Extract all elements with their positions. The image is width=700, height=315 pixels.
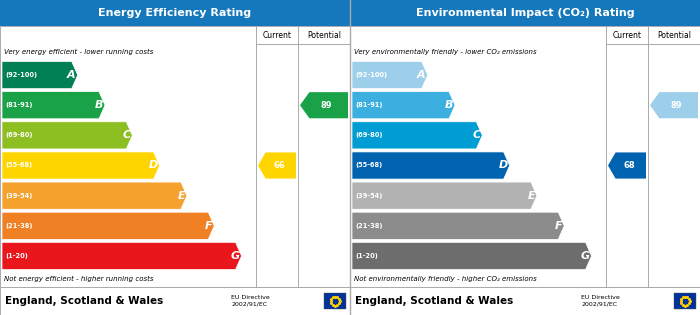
Text: EU Directive
2002/91/EC: EU Directive 2002/91/EC bbox=[581, 295, 620, 307]
Polygon shape bbox=[352, 61, 428, 89]
Text: Very energy efficient - lower running costs: Very energy efficient - lower running co… bbox=[4, 49, 153, 55]
Text: (55-68): (55-68) bbox=[355, 163, 382, 169]
Polygon shape bbox=[352, 152, 510, 179]
Text: B: B bbox=[444, 100, 453, 110]
Text: (81-91): (81-91) bbox=[5, 102, 32, 108]
Polygon shape bbox=[608, 152, 646, 179]
Bar bbox=[0, 287, 350, 315]
Bar bbox=[0, 0, 350, 26]
Polygon shape bbox=[352, 212, 564, 239]
Polygon shape bbox=[2, 212, 214, 239]
Text: Current: Current bbox=[262, 31, 291, 39]
Text: (92-100): (92-100) bbox=[355, 72, 387, 78]
Bar bbox=[350, 26, 700, 287]
Bar bbox=[350, 0, 700, 26]
Polygon shape bbox=[2, 92, 105, 119]
Text: EU Directive
2002/91/EC: EU Directive 2002/91/EC bbox=[231, 295, 270, 307]
Polygon shape bbox=[2, 61, 78, 89]
Polygon shape bbox=[352, 122, 482, 149]
Text: 66: 66 bbox=[273, 161, 285, 170]
Polygon shape bbox=[2, 182, 187, 209]
Text: (92-100): (92-100) bbox=[5, 72, 37, 78]
Text: England, Scotland & Wales: England, Scotland & Wales bbox=[5, 296, 163, 306]
Text: (69-80): (69-80) bbox=[355, 132, 382, 138]
Text: B: B bbox=[94, 100, 103, 110]
Polygon shape bbox=[2, 242, 241, 270]
Polygon shape bbox=[352, 92, 455, 119]
Text: Potential: Potential bbox=[657, 31, 691, 39]
Text: (21-38): (21-38) bbox=[355, 223, 382, 229]
Text: Current: Current bbox=[612, 31, 641, 39]
Text: F: F bbox=[204, 221, 212, 231]
Text: C: C bbox=[122, 130, 130, 140]
Text: 89: 89 bbox=[671, 101, 682, 110]
Bar bbox=[324, 293, 346, 309]
Text: D: D bbox=[148, 161, 158, 170]
Text: (1-20): (1-20) bbox=[5, 253, 28, 259]
Bar bbox=[674, 293, 696, 309]
Text: 68: 68 bbox=[623, 161, 635, 170]
Text: England, Scotland & Wales: England, Scotland & Wales bbox=[355, 296, 513, 306]
Polygon shape bbox=[352, 182, 537, 209]
Polygon shape bbox=[2, 122, 132, 149]
Text: A: A bbox=[417, 70, 426, 80]
Text: E: E bbox=[527, 191, 535, 201]
Text: C: C bbox=[473, 130, 480, 140]
Text: 89: 89 bbox=[321, 101, 332, 110]
Text: Potential: Potential bbox=[307, 31, 341, 39]
Polygon shape bbox=[650, 92, 698, 118]
Text: Very environmentally friendly - lower CO₂ emissions: Very environmentally friendly - lower CO… bbox=[354, 49, 537, 55]
Text: (55-68): (55-68) bbox=[5, 163, 32, 169]
Text: Energy Efficiency Rating: Energy Efficiency Rating bbox=[99, 8, 251, 18]
Text: Not energy efficient - higher running costs: Not energy efficient - higher running co… bbox=[4, 276, 153, 282]
Text: (39-54): (39-54) bbox=[355, 193, 382, 199]
Text: (39-54): (39-54) bbox=[5, 193, 32, 199]
Text: A: A bbox=[67, 70, 76, 80]
Text: G: G bbox=[580, 251, 589, 261]
Text: (69-80): (69-80) bbox=[5, 132, 32, 138]
Polygon shape bbox=[258, 152, 296, 179]
Polygon shape bbox=[2, 152, 160, 179]
Text: (1-20): (1-20) bbox=[355, 253, 378, 259]
Polygon shape bbox=[300, 92, 348, 118]
Text: F: F bbox=[554, 221, 562, 231]
Text: (21-38): (21-38) bbox=[5, 223, 32, 229]
Text: Not environmentally friendly - higher CO₂ emissions: Not environmentally friendly - higher CO… bbox=[354, 276, 537, 282]
Text: (81-91): (81-91) bbox=[355, 102, 382, 108]
Polygon shape bbox=[352, 242, 592, 270]
Text: Environmental Impact (CO₂) Rating: Environmental Impact (CO₂) Rating bbox=[416, 8, 634, 18]
Text: D: D bbox=[498, 161, 508, 170]
Bar bbox=[350, 287, 700, 315]
Bar bbox=[0, 26, 350, 287]
Text: E: E bbox=[177, 191, 185, 201]
Text: G: G bbox=[230, 251, 239, 261]
